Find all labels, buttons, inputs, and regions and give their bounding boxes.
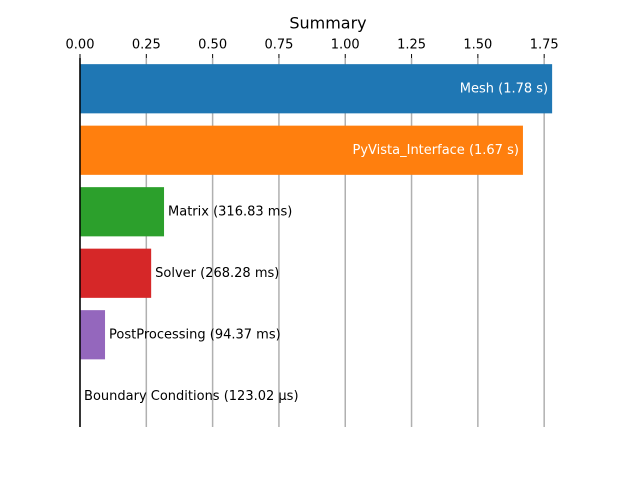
x-tick-label: 1.75 [530, 38, 559, 53]
x-tick-label: 0.75 [264, 38, 293, 53]
x-tick-label: 0.25 [132, 38, 161, 53]
chart-title: Summary [289, 14, 366, 33]
value-label: Boundary Conditions (123.02 µs) [84, 389, 299, 404]
x-tick-label: 1.25 [397, 38, 426, 53]
bar [80, 310, 106, 360]
bar [80, 64, 553, 114]
x-tick-label: 1.00 [331, 38, 360, 53]
value-label: Mesh (1.78 s) [460, 81, 548, 96]
bar [80, 187, 165, 237]
x-tick-label: 0.00 [66, 38, 95, 53]
value-label: PyVista_Interface (1.67 s) [353, 143, 519, 158]
value-label: PostProcessing (94.37 ms) [109, 327, 281, 342]
bar [80, 248, 152, 298]
bar [80, 125, 523, 175]
x-tick-label: 1.50 [463, 38, 492, 53]
x-tick-label: 0.50 [198, 38, 227, 53]
value-label: Solver (268.28 ms) [155, 266, 279, 281]
value-label: Matrix (316.83 ms) [168, 204, 292, 219]
